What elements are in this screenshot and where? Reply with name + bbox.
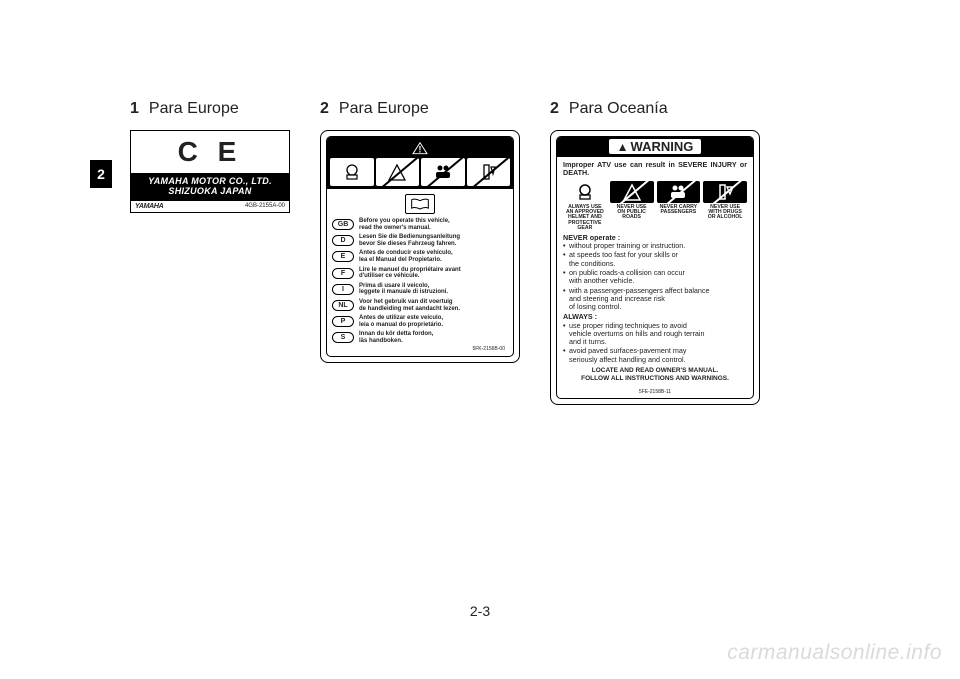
ce-mark: C E — [131, 131, 289, 173]
icon-caption: NEVER CARRYPASSENGERS — [657, 205, 701, 216]
ce-company: YAMAHA MOTOR CO., LTD. — [131, 176, 289, 186]
watermark: carmanualsonline.info — [727, 641, 942, 665]
oceania-warning-label: ▲WARNING Improper ATV use can result in … — [550, 130, 760, 405]
oc-icon-col-3: NEVER CARRYPASSENGERS — [657, 181, 701, 232]
europe-warning-header: ! — [327, 137, 513, 189]
read-manual-icon — [405, 194, 435, 214]
warning-triangle-icon: ! — [411, 141, 429, 155]
ce-partno: 4GB-2155A-00 — [245, 203, 285, 209]
ce-label: C E YAMAHA MOTOR CO., LTD. SHIZUOKA JAPA… — [130, 130, 290, 213]
list-item: at speeds too fast for your skills orthe… — [563, 251, 747, 268]
yamaha-logo: YAMAHA — [135, 203, 163, 210]
no-public-road-icon — [610, 181, 654, 203]
col-1: 1 Para Europe C E YAMAHA MOTOR CO., LTD. … — [130, 100, 290, 213]
oc-icon-col-2: NEVER USEON PUBLICROADS — [610, 181, 654, 232]
eu-partno: 5FK-2156B-00 — [327, 345, 513, 352]
lang-text: Innan du kör detta fordon,läs handboken. — [359, 331, 433, 344]
col-3: 2 Para Oceanía ▲WARNING Improper ATV use … — [550, 100, 760, 405]
lang-text: Voor het gebruik van dit voertuigde hand… — [359, 299, 460, 312]
lang-row-gb: GB Before you operate this vehicle,read t… — [332, 218, 508, 231]
helmet-gear-icon — [563, 181, 607, 203]
icon-caption: NEVER USEON PUBLICROADS — [610, 205, 654, 221]
caption-1: 1 Para Europe — [130, 100, 290, 118]
manual-page: 2 1 Para Europe C E YAMAHA MOTOR CO., LTD… — [0, 0, 960, 679]
no-alcohol-icon — [703, 181, 747, 203]
europe-warning-icons — [330, 158, 510, 186]
no-passenger-icon — [657, 181, 701, 203]
helmet-gear-icon — [330, 158, 374, 186]
oceania-icons: ALWAYS USEAN APPROVEDHELMET ANDPROTECTIV… — [563, 181, 747, 232]
oceania-warning-header: ▲WARNING — [557, 137, 753, 157]
labels-row: 1 Para Europe C E YAMAHA MOTOR CO., LTD. … — [130, 100, 870, 405]
svg-text:!: ! — [419, 144, 422, 154]
list-item: avoid paved surfaces-pavement mayserious… — [563, 347, 747, 364]
no-alcohol-icon — [467, 158, 511, 186]
lang-pill: P — [332, 316, 354, 327]
icon-caption: NEVER USEWITH DRUGSOR ALCOHOL — [703, 205, 747, 221]
no-public-road-icon — [376, 158, 420, 186]
lang-row-i: I Prima di usare il veicolo,leggete il ma… — [332, 283, 508, 296]
lang-text: Antes de conducir este vehículo,lea el M… — [359, 250, 453, 263]
lang-text: Prima di usare il veicolo,leggete il man… — [359, 283, 448, 296]
list-item: on public roads-a collision can occurwit… — [563, 269, 747, 286]
col-2: 2 Para Europe ! — [320, 100, 520, 363]
lang-row-s: S Innan du kör detta fordon,läs handboken… — [332, 331, 508, 344]
warning-heading-text: WARNING — [631, 139, 694, 154]
caption-1-num: 1 — [130, 100, 139, 117]
lang-text: Lesen Sie die Bedienungsanleitungbevor S… — [359, 234, 460, 247]
caption-3: 2 Para Oceanía — [550, 100, 760, 118]
caption-2: 2 Para Europe — [320, 100, 520, 118]
ce-stripe: YAMAHA MOTOR CO., LTD. SHIZUOKA JAPAN — [131, 173, 289, 200]
lang-row-e: E Antes de conducir este vehículo,lea el … — [332, 250, 508, 263]
oceania-text: NEVER operate : without proper training … — [563, 234, 747, 364]
warning-triangle-icon: ▲ — [617, 140, 629, 154]
lang-pill: GB — [332, 219, 354, 230]
warning-heading: ▲WARNING — [609, 139, 702, 154]
lead-text: Improper ATV use can result in SEVERE IN… — [563, 161, 747, 178]
ce-location: SHIZUOKA JAPAN — [131, 186, 289, 196]
lang-pill: I — [332, 284, 354, 295]
lang-pill: D — [332, 235, 354, 246]
always-list: use proper riding techniques to avoidveh… — [563, 322, 747, 364]
caption-3-text: Para Oceanía — [569, 100, 668, 117]
lang-text: Before you operate this vehicle,read the… — [359, 218, 450, 231]
list-item: with a passenger-passengers affect balan… — [563, 287, 747, 312]
lang-row-d: D Lesen Sie die Bedienungsanleitungbevor … — [332, 234, 508, 247]
oc-partno: 5FE-2158B-11 — [557, 387, 753, 398]
lang-pill: F — [332, 268, 354, 279]
language-list: GB Before you operate this vehicle,read t… — [327, 218, 513, 345]
footer-line-2: FOLLOW ALL INSTRUCTIONS AND WARNINGS. — [563, 375, 747, 382]
icon-caption: ALWAYS USEAN APPROVEDHELMET ANDPROTECTIV… — [563, 205, 607, 232]
lang-row-f: F Lire le manuel du propriétaire avantd'u… — [332, 267, 508, 280]
lang-pill: NL — [332, 300, 354, 311]
chapter-tab: 2 — [90, 160, 112, 188]
oceania-warning-body: Improper ATV use can result in SEVERE IN… — [557, 157, 753, 387]
oc-icon-col-1: ALWAYS USEAN APPROVEDHELMET ANDPROTECTIV… — [563, 181, 607, 232]
lang-pill: E — [332, 251, 354, 262]
oc-icon-col-4: NEVER USEWITH DRUGSOR ALCOHOL — [703, 181, 747, 232]
europe-warning-label: ! GBBefore you operate this vehi — [320, 130, 520, 363]
europe-warning-inner: ! GBBefore you operate this vehi — [326, 136, 514, 357]
lang-pill: S — [332, 332, 354, 343]
oceania-footer: LOCATE AND READ OWNER'S MANUAL. FOLLOW A… — [563, 367, 747, 382]
list-item: without proper training or instruction. — [563, 242, 747, 250]
no-passenger-icon — [421, 158, 465, 186]
footer-line-1: LOCATE AND READ OWNER'S MANUAL. — [563, 367, 747, 374]
caption-1-text: Para Europe — [149, 100, 239, 117]
lang-text: Lire le manuel du propriétaire avantd'ut… — [359, 267, 461, 280]
page-number: 2-3 — [0, 603, 960, 619]
ce-footer: YAMAHA 4GB-2155A-00 — [131, 200, 289, 212]
never-list: without proper training or instruction. … — [563, 242, 747, 311]
caption-2-num: 2 — [320, 100, 329, 117]
caption-2-text: Para Europe — [339, 100, 429, 117]
caption-3-num: 2 — [550, 100, 559, 117]
lang-text: Antes de utilizar este veículo,leia o ma… — [359, 315, 443, 328]
lang-row-nl: NL Voor het gebruik van dit voertuigde ha… — [332, 299, 508, 312]
lang-row-p: P Antes de utilizar este veículo,leia o m… — [332, 315, 508, 328]
oceania-warning-inner: ▲WARNING Improper ATV use can result in … — [556, 136, 754, 399]
list-item: use proper riding techniques to avoidveh… — [563, 322, 747, 347]
